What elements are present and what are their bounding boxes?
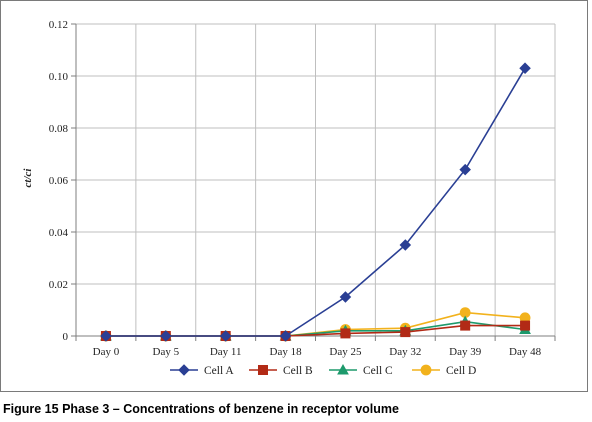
legend-item: Cell A xyxy=(170,364,234,377)
legend-label: Cell A xyxy=(204,365,234,377)
legend-label: Cell B xyxy=(283,365,313,377)
data-point xyxy=(339,291,352,303)
legend-marker xyxy=(420,364,432,376)
y-tick-labels: 0 0.02 0.04 0.06 0.08 0.10 0.12 xyxy=(49,19,69,343)
x-tick-label: Day 0 xyxy=(93,346,120,358)
y-tick-label: 0.04 xyxy=(49,227,69,239)
legend-item: Cell C xyxy=(329,363,393,377)
legend-marker xyxy=(257,364,268,375)
x-tick-label: Day 5 xyxy=(153,346,180,358)
x-tick-label: Day 48 xyxy=(509,346,542,358)
y-tick-label: 0.12 xyxy=(49,19,68,31)
series-line xyxy=(105,67,526,337)
series-cell-a xyxy=(100,62,531,342)
y-axis-label: ct/ci xyxy=(22,168,34,188)
legend-marker xyxy=(337,363,349,375)
y-tick-label: 0.02 xyxy=(49,279,68,291)
y-tick-label: 0.10 xyxy=(49,71,69,83)
line-chart: 00.020.040.060.080.100.12 Day 0 Day 5 Day … xyxy=(22,19,556,377)
figure-number: Figure 15 xyxy=(3,402,59,416)
axes xyxy=(71,23,556,341)
figure-frame xyxy=(0,0,588,392)
y-tick-label: 0.08 xyxy=(49,123,69,135)
data-point xyxy=(279,330,292,342)
legend: Cell A Cell B Cell C Cell D xyxy=(170,363,476,377)
data-point xyxy=(460,320,471,331)
gridlines xyxy=(76,23,556,336)
data-point xyxy=(160,330,172,342)
figure-caption-text: Phase 3 – Concentrations of benzene in r… xyxy=(62,402,399,416)
x-tick-label: Day 39 xyxy=(449,346,482,358)
data-point xyxy=(399,239,412,251)
data-point xyxy=(100,330,112,342)
y-tick-label: 0 xyxy=(63,331,69,343)
data-point xyxy=(520,320,531,331)
series xyxy=(100,62,531,342)
data-point xyxy=(340,328,351,339)
y-tick-label: 0.06 xyxy=(49,175,69,187)
data-point xyxy=(400,327,411,338)
legend-item: Cell D xyxy=(412,364,476,377)
legend-item: Cell B xyxy=(249,364,313,377)
legend-marker xyxy=(178,364,190,376)
data-point xyxy=(219,330,232,342)
data-point xyxy=(459,163,471,176)
x-tick-label: Day 32 xyxy=(389,346,421,358)
x-tick-label: Day 18 xyxy=(270,346,303,358)
data-point xyxy=(519,62,531,74)
x-tick-label: Day 11 xyxy=(210,346,242,358)
figure-caption: Figure 15 Phase 3 – Concentrations of be… xyxy=(3,402,399,416)
legend-label: Cell C xyxy=(363,365,393,377)
x-tick-labels: Day 0 Day 5 Day 11 Day 18 Day 25 Day 32 Day 39… xyxy=(93,346,542,358)
legend-label: Cell D xyxy=(446,365,476,377)
x-tick-label: Day 25 xyxy=(329,346,362,358)
